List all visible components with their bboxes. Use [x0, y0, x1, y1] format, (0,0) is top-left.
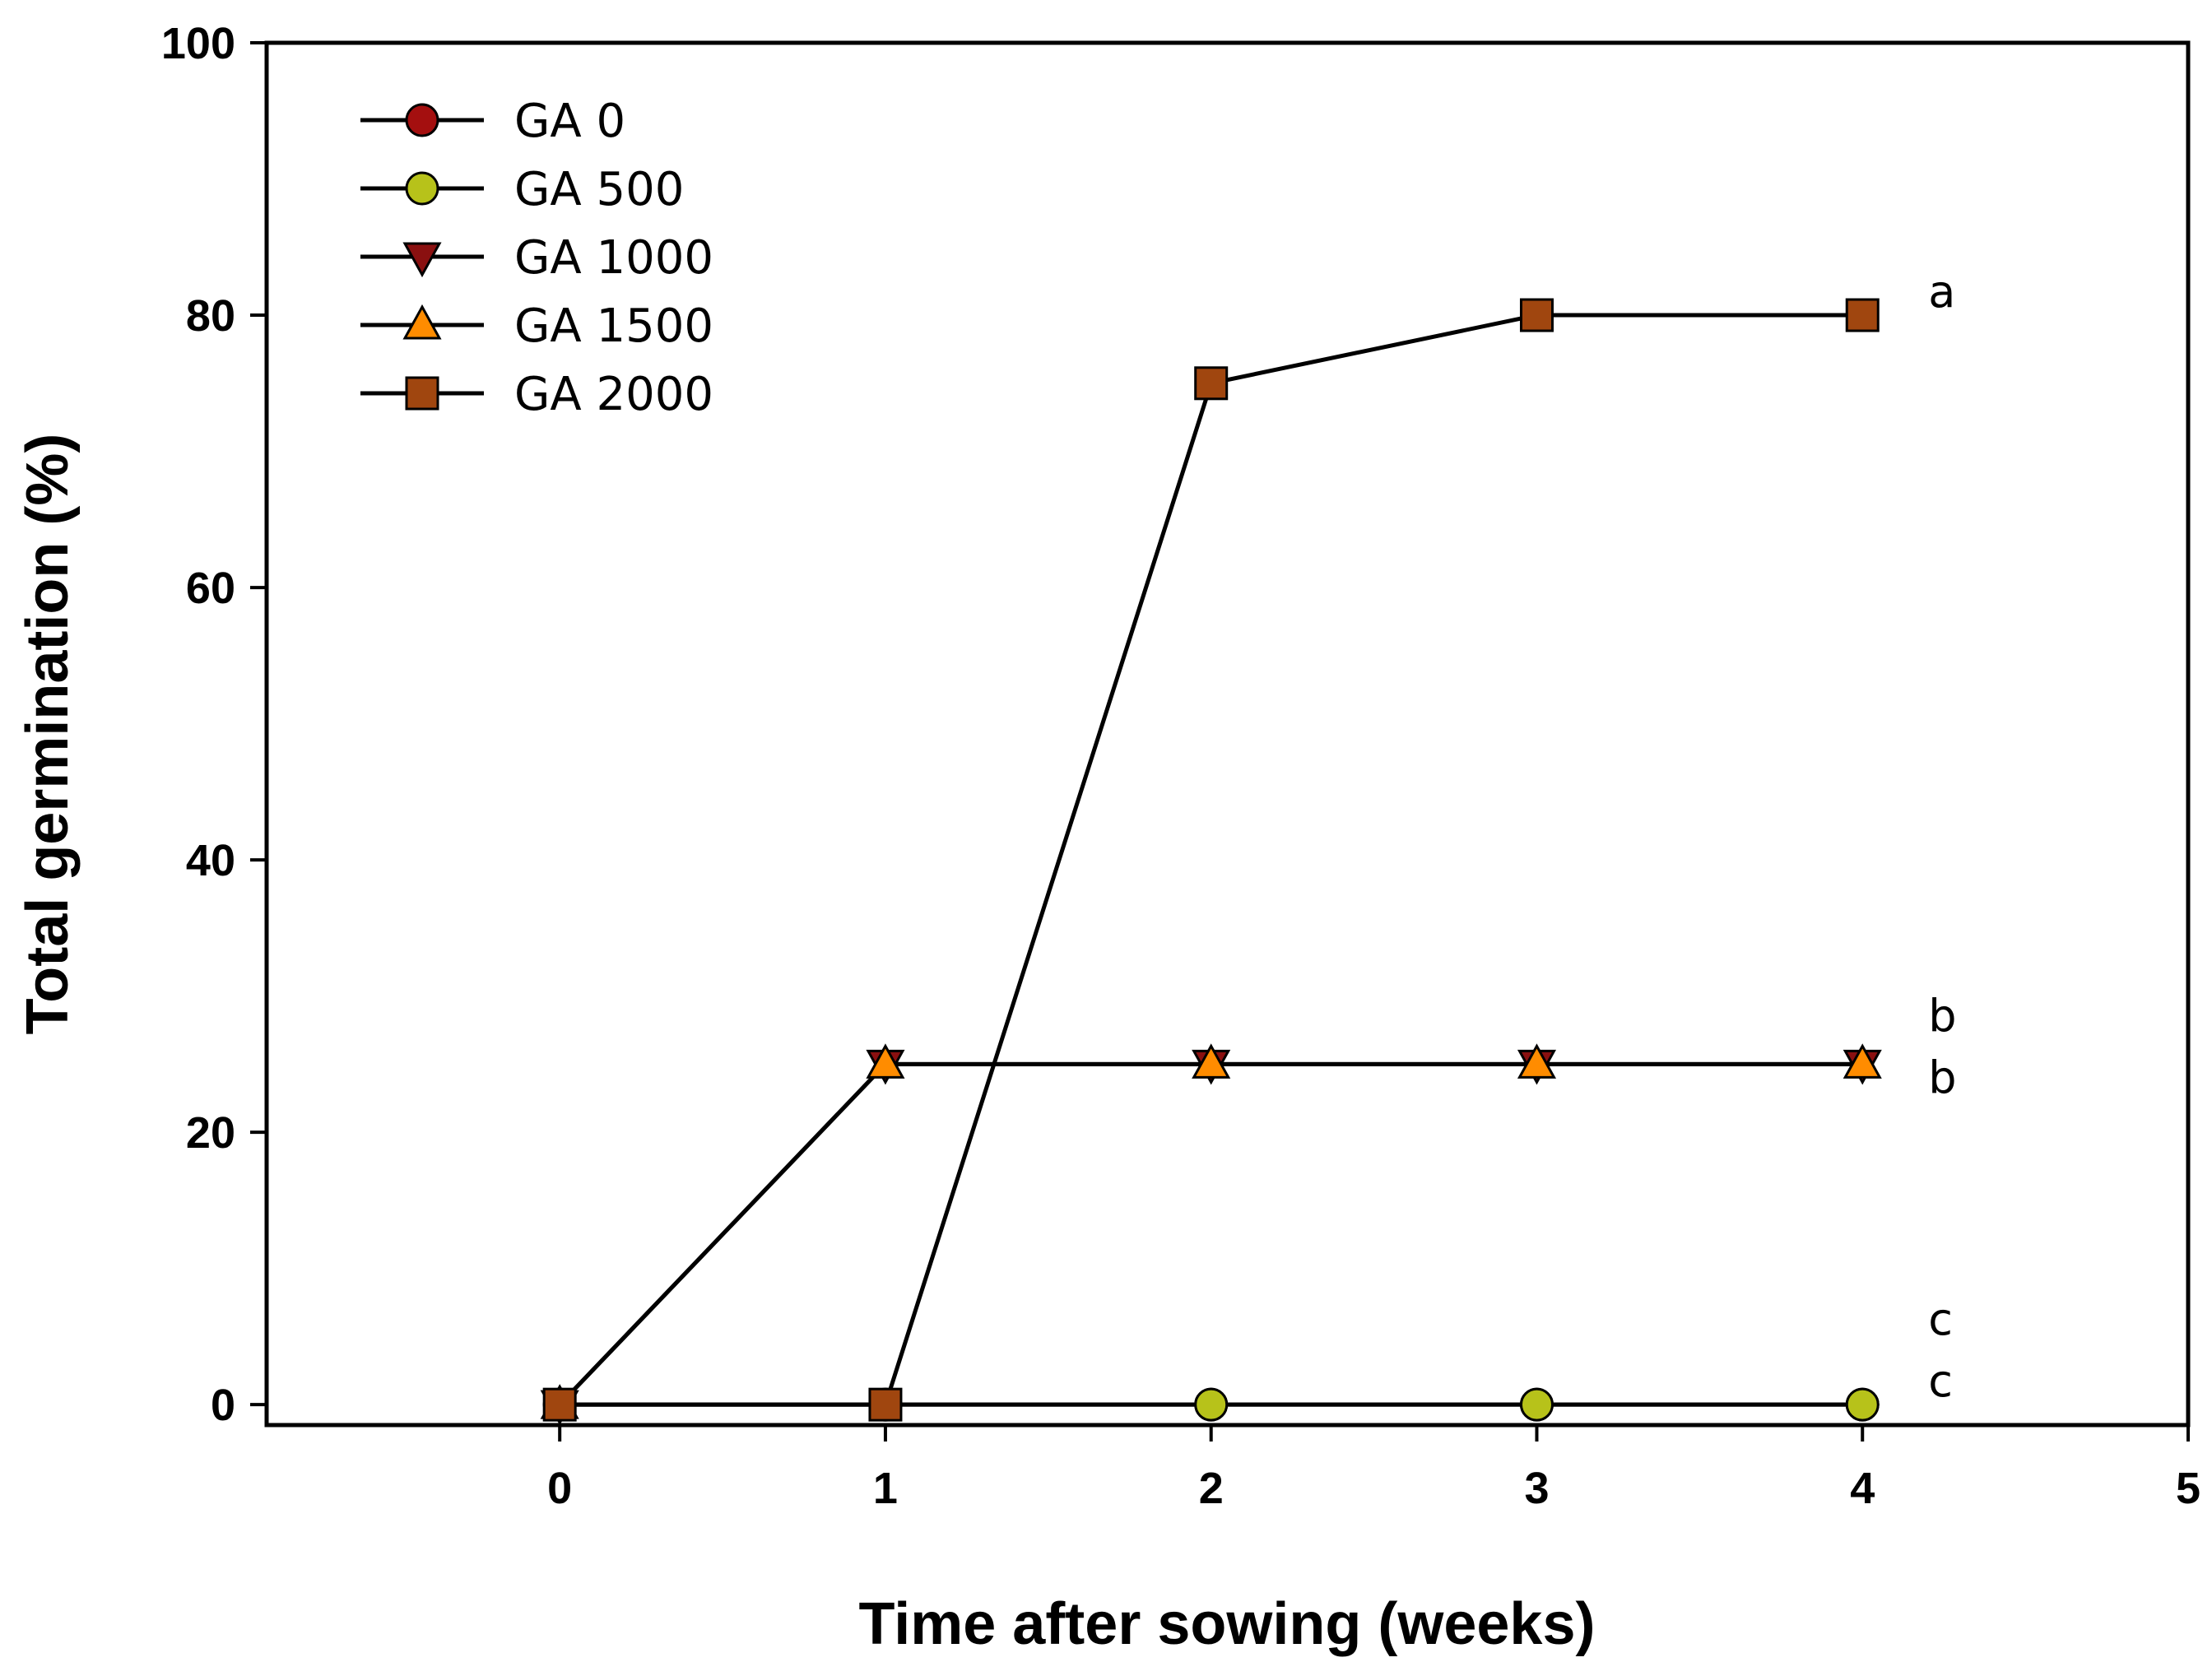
- y-tick-label: 20: [186, 1108, 235, 1158]
- x-tick-label: 5: [2176, 1464, 2200, 1513]
- data-point: [1194, 1387, 1229, 1422]
- series-line: [558, 1061, 1863, 1406]
- significance-letter: c: [1928, 1355, 1953, 1407]
- y-tick-label: 40: [186, 836, 235, 885]
- data-point: [1843, 1043, 1882, 1079]
- data-point: [1845, 298, 1880, 332]
- data-point: [866, 1043, 905, 1079]
- significance-letter: b: [1928, 1052, 1956, 1103]
- legend-marker: [405, 103, 439, 137]
- plot-frame: [264, 40, 2191, 1428]
- legend-marker: [402, 304, 442, 340]
- significance-letter: a: [1928, 266, 1955, 318]
- y-tick-label: 0: [211, 1381, 235, 1430]
- series-line: [560, 313, 1863, 1407]
- x-axis-title: Time after sowing (weeks): [859, 1591, 1596, 1657]
- y-tick-label: 80: [186, 291, 235, 341]
- data-point: [1519, 298, 1554, 332]
- y-tick-label: 100: [161, 19, 235, 68]
- x-tick-label: 0: [547, 1464, 572, 1513]
- data-point: [868, 1387, 903, 1422]
- y-tick-label: 60: [186, 564, 235, 613]
- x-tick-label: 3: [1524, 1464, 1549, 1513]
- legend-marker: [402, 242, 442, 278]
- series-line: [558, 1061, 1863, 1406]
- x-tick-label: 2: [1199, 1464, 1224, 1513]
- data-point: [1192, 1043, 1231, 1079]
- x-tick-label: 4: [1850, 1464, 1875, 1513]
- data-point: [1519, 1387, 1554, 1422]
- legend-marker: [405, 171, 439, 206]
- legend-label: GA 500: [514, 163, 684, 216]
- x-tick-label: 1: [873, 1464, 898, 1513]
- legend-label: GA 1500: [514, 299, 713, 353]
- significance-letter: b: [1928, 990, 1956, 1042]
- legend-label: GA 1000: [514, 231, 713, 285]
- data-point: [1194, 366, 1229, 401]
- data-point: [1845, 1387, 1880, 1422]
- data-point: [542, 1387, 577, 1422]
- legend-marker: [405, 376, 439, 411]
- legend-label: GA 2000: [514, 368, 713, 421]
- significance-letter: c: [1928, 1293, 1953, 1345]
- legend-label: GA 0: [514, 95, 625, 148]
- y-axis-title: Total germination (%): [15, 434, 81, 1035]
- data-point: [1517, 1043, 1557, 1079]
